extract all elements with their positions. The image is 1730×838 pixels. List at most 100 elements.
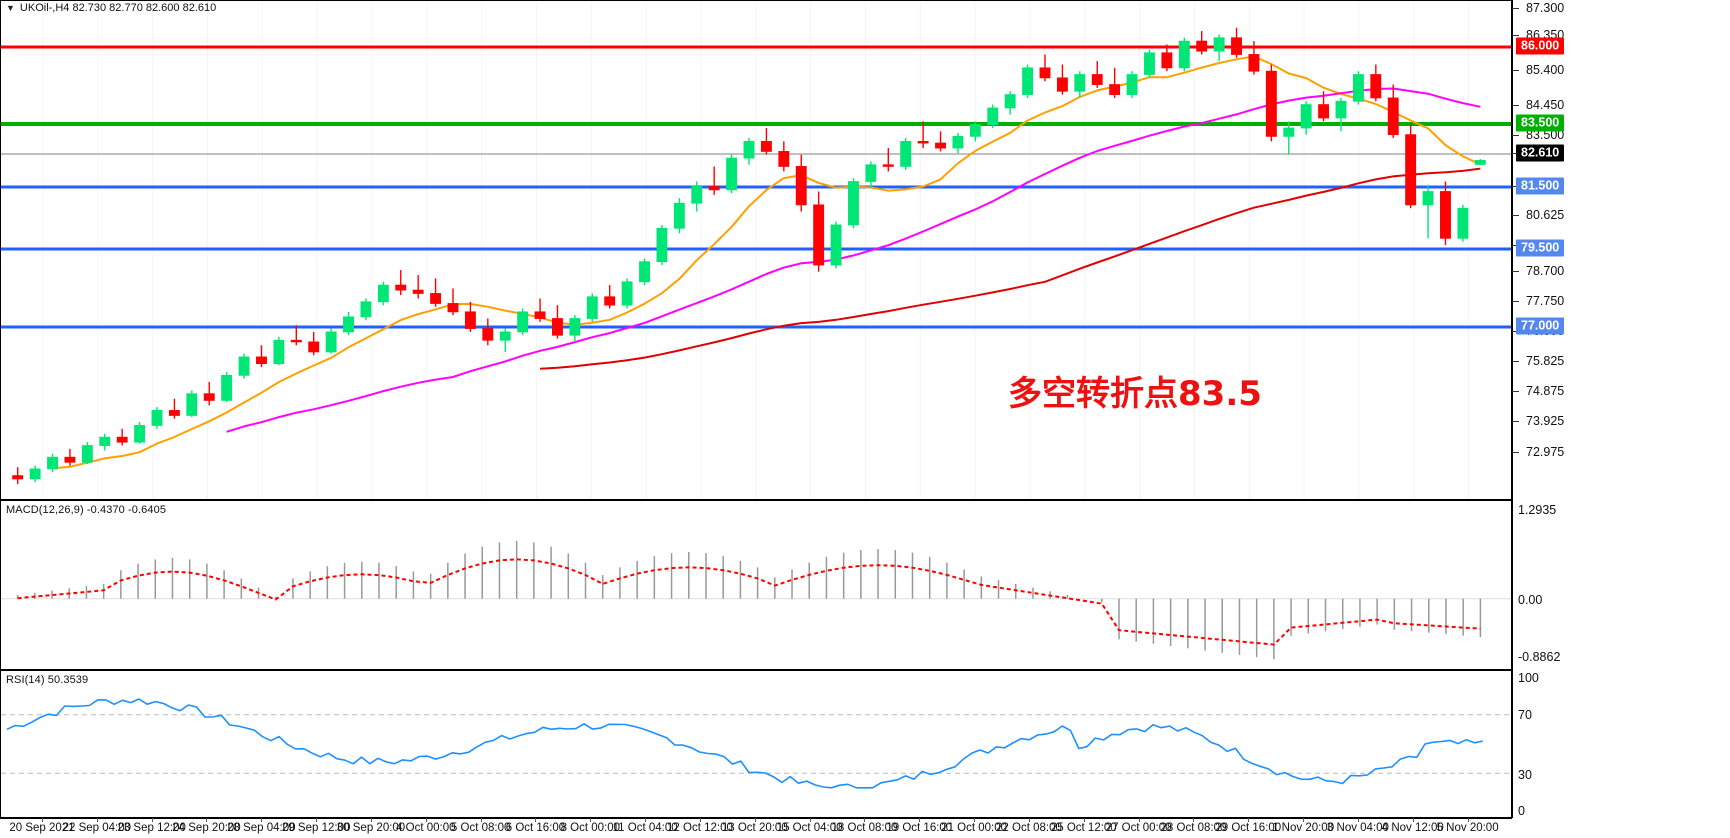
time-axis-tick-label: 20 Sep 2021 (9, 822, 75, 834)
time-axis-tick-label: 23 Sep 12:00 (117, 822, 186, 834)
axis-tick-mark (1512, 361, 1519, 362)
candlestick (743, 138, 755, 165)
candle-body (99, 436, 111, 446)
candle-body (621, 281, 633, 306)
candlestick (1283, 121, 1295, 155)
time-tick-mark (645, 818, 647, 822)
candlestick (482, 318, 494, 346)
candlestick (1440, 181, 1451, 245)
macd-panel[interactable]: MACD(12,26,9) -0.4370 -0.6405 (0, 500, 1512, 670)
time-axis-line (0, 818, 1512, 819)
axis-tick-mark (1512, 301, 1519, 302)
candle-body (1352, 74, 1364, 102)
candle-body (604, 296, 616, 306)
candlestick (1022, 64, 1034, 98)
time-tick-mark (919, 818, 921, 822)
candle-body (987, 107, 999, 126)
candlestick (221, 371, 233, 403)
rsi-canvas (1, 698, 1511, 789)
axis-tick-mark (1512, 153, 1519, 154)
price-level-badge[interactable]: 77.000 (1516, 317, 1565, 335)
time-axis-tick-label: 5 Nov 20:00 (1436, 822, 1499, 834)
price-level-badge[interactable]: 82.610 (1516, 144, 1565, 162)
candle-body (1004, 94, 1016, 109)
candlestick (186, 390, 198, 418)
candle-body (1126, 74, 1138, 95)
candlestick (360, 298, 372, 321)
candlestick (708, 166, 720, 195)
price-axis-tick-label: 78.700 (1526, 264, 1565, 278)
rsi-indicator-label: RSI(14) 50.3539 (6, 674, 89, 686)
time-tick-mark (974, 818, 976, 822)
candlestick (464, 301, 476, 332)
candle-body (1370, 74, 1382, 99)
candle-body (1248, 54, 1260, 72)
axis-tick-mark (1512, 245, 1519, 246)
candle-body (1387, 97, 1399, 136)
time-axis-tick-label: 3 Nov 04:00 (1326, 822, 1389, 834)
candlestick (1335, 97, 1347, 132)
time-tick-mark (590, 818, 592, 822)
candle-body (917, 140, 929, 144)
rsi-panel[interactable]: RSI(14) 50.3539 (0, 670, 1512, 818)
candlestick (1265, 64, 1277, 142)
time-tick-mark (1138, 818, 1140, 822)
candlestick (64, 448, 76, 466)
candle-body (935, 142, 946, 149)
candle-body (1265, 70, 1277, 137)
price-scale-column[interactable]: 87.30086.35085.40084.45083.50082.61081.5… (1512, 0, 1730, 818)
candle-body (308, 341, 320, 353)
chevron-down-icon[interactable]: ▼ (6, 2, 15, 13)
candlestick (1231, 27, 1242, 58)
candlestick (795, 154, 807, 212)
candlestick (760, 128, 772, 155)
candle-body (708, 186, 720, 191)
candle-body (1022, 67, 1034, 95)
time-axis-tick-label: 22 Oct 08:00 (996, 822, 1062, 834)
candle-body (273, 339, 285, 365)
candle-body (743, 140, 755, 159)
candle-body (1056, 77, 1068, 92)
candle-body (29, 468, 41, 480)
candle-body (256, 356, 267, 365)
candle-body (1213, 37, 1225, 52)
candlestick (1109, 67, 1121, 98)
time-tick-mark (535, 818, 537, 822)
time-tick-mark (1412, 818, 1414, 822)
time-axis-tick-label: 28 Oct 08:00 (1160, 822, 1227, 834)
price-level-badge[interactable]: 79.500 (1516, 239, 1565, 257)
candlestick (256, 345, 267, 367)
candle-body (81, 445, 93, 463)
candlestick (1474, 159, 1486, 165)
candle-body (1300, 104, 1312, 129)
candlestick (168, 398, 180, 419)
candlestick (517, 308, 529, 336)
macd-axis-tick-label: 0.00 (1518, 593, 1543, 607)
candlestick (151, 407, 163, 429)
price-chart-panel[interactable] (0, 0, 1512, 500)
candlestick (1074, 71, 1086, 98)
candle-body (1335, 100, 1347, 119)
axis-tick-mark (1512, 35, 1519, 36)
candle-body (447, 303, 459, 313)
price-level-badge[interactable]: 81.500 (1516, 177, 1565, 195)
candle-body (238, 356, 250, 376)
candlestick (865, 161, 877, 189)
candlestick (430, 278, 442, 307)
candle-body (969, 124, 981, 137)
candlestick (47, 453, 58, 473)
time-tick-mark (425, 818, 427, 822)
candlestick (377, 281, 389, 306)
candlestick (1144, 49, 1155, 78)
candlestick (325, 328, 337, 354)
time-tick-mark (480, 818, 482, 822)
candle-body (1474, 160, 1486, 165)
rsi-axis-tick-label: 30 (1518, 768, 1532, 782)
time-axis[interactable]: 20 Sep 2021 22 Sep 04:00 23 Sep 12:00 24 Se… (0, 818, 1730, 838)
moving-average-line (226, 87, 1481, 433)
price-level-badge[interactable]: 83.500 (1516, 114, 1565, 132)
macd-canvas (1, 540, 1511, 660)
price-level-badge[interactable]: 86.000 (1516, 37, 1565, 55)
time-axis-tick-label: 12 Oct 12:00 (667, 822, 733, 834)
time-tick-mark (370, 818, 372, 822)
